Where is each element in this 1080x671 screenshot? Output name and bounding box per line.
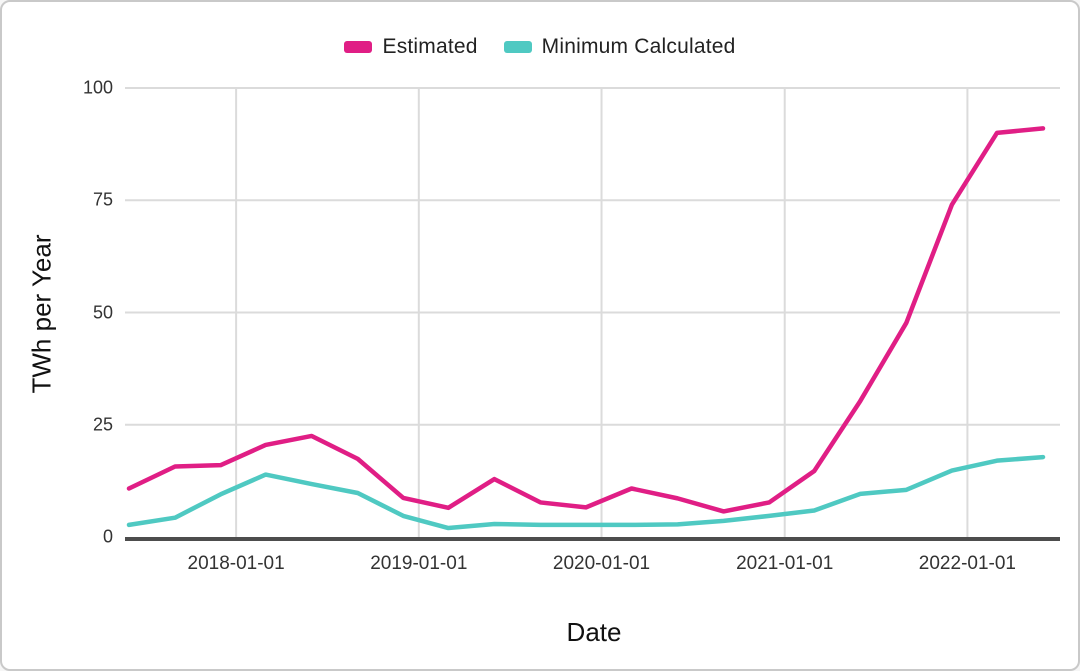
- estimated-legend-label: Estimated: [382, 35, 478, 58]
- x-tick-label-2021-01-01: 2021-01-01: [736, 553, 834, 574]
- y-tick-label-0: 0: [102, 526, 113, 547]
- minimum-calculated-legend-label: Minimum Calculated: [541, 35, 736, 58]
- x-tick-label-2018-01-01: 2018-01-01: [187, 553, 285, 574]
- legend: Estimated Minimum Calculated: [2, 32, 1078, 62]
- estimated-swatch-icon: [344, 41, 373, 53]
- estimated-line: [126, 126, 1046, 514]
- y-tick-label-50: 50: [92, 302, 113, 322]
- minimum-calculated-line: [126, 454, 1046, 531]
- legend-item-estimated[interactable]: Estimated: [344, 35, 477, 59]
- y-tick-label-75: 75: [92, 189, 113, 210]
- y-tick-label-100: 100: [82, 77, 113, 98]
- legend-item-minimum-calculated[interactable]: Minimum Calculated: [503, 35, 736, 59]
- x-tick-label-2020-01-01: 2020-01-01: [552, 553, 651, 574]
- x-tick-label-2019-01-01: 2019-01-01: [370, 553, 468, 574]
- y-tick-label-25: 25: [92, 414, 113, 435]
- minimum-calculated-swatch-icon: [503, 41, 532, 53]
- x-tick-label-2022-01-01: 2022-01-01: [918, 553, 1016, 574]
- x-axis-title: Date: [566, 617, 622, 647]
- y-axis-title: TWh per Year: [26, 234, 57, 394]
